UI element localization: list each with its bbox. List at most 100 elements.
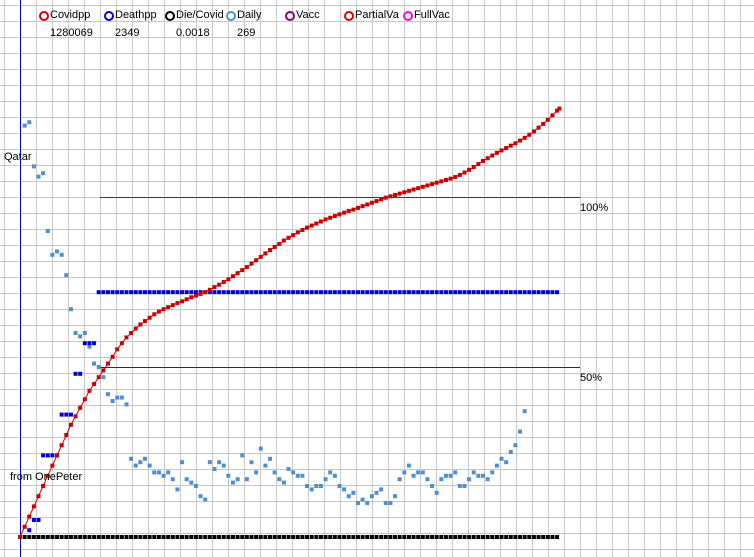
daily-point-82: [402, 470, 407, 475]
covid-point-57: [281, 238, 286, 243]
covid-point-0: [18, 535, 22, 539]
deaths-point-63: [318, 290, 323, 295]
covid-point-26: [138, 322, 143, 327]
die-covid-point-68: [332, 535, 337, 539]
die-covid-point-53: [263, 535, 268, 539]
covid-point-109: [522, 135, 527, 140]
daily-point-30: [161, 473, 166, 478]
die-covid-point-32: [166, 535, 171, 539]
covid-point-11: [68, 422, 73, 427]
daily-point-70: [346, 494, 351, 499]
daily-point-83: [406, 463, 411, 468]
die-covid-point-86: [416, 535, 421, 539]
covid-point-51: [254, 258, 259, 263]
covid-point-7: [50, 463, 55, 468]
covid-point-112: [536, 125, 541, 130]
covid-point-97: [467, 167, 472, 172]
covid-point-38: [193, 293, 198, 298]
covid-point-42: [212, 285, 217, 290]
covid-point-75: [365, 202, 370, 207]
deaths-point-18: [110, 290, 115, 295]
die-covid-point-41: [207, 535, 212, 539]
daily-point-2: [31, 164, 36, 169]
die-covid-point-2: [27, 535, 32, 539]
covid-point-96: [462, 170, 467, 175]
die-covid-point-13: [78, 535, 83, 539]
covid-point-17: [96, 375, 101, 380]
deaths-point-29: [161, 290, 166, 295]
die-covid-point-98: [471, 535, 476, 539]
daily-point-56: [281, 480, 286, 485]
deaths-point-5: [50, 453, 55, 458]
deaths-point-41: [217, 290, 222, 295]
covid-point-61: [300, 227, 305, 232]
covid-point-9: [59, 443, 64, 448]
deaths-point-93: [457, 290, 462, 295]
die-covid-point-25: [133, 535, 138, 539]
die-covid-point-10: [64, 535, 69, 539]
covid-point-34: [175, 301, 180, 306]
deaths-point-28: [156, 290, 161, 295]
daily-point-84: [411, 473, 416, 478]
daily-point-11: [73, 331, 78, 335]
daily-point-61: [305, 484, 310, 488]
deaths-point-0: [27, 528, 32, 533]
daily-point-9: [64, 273, 69, 278]
covid-point-36: [184, 297, 189, 302]
deaths-point-72: [360, 290, 365, 295]
deaths-point-88: [434, 290, 439, 295]
die-covid-point-69: [337, 535, 342, 539]
die-covid-point-35: [180, 535, 185, 539]
covid-point-86: [416, 186, 421, 191]
die-covid-point-78: [379, 535, 384, 539]
die-covid-point-59: [291, 535, 296, 539]
die-covid-point-90: [434, 535, 439, 539]
die-covid-point-37: [189, 535, 194, 539]
deaths-point-57: [291, 290, 296, 295]
deaths-point-78: [388, 290, 393, 295]
deaths-point-39: [207, 290, 212, 295]
covid-point-21: [115, 347, 120, 352]
covid-point-102: [490, 153, 495, 158]
deaths-point-46: [240, 290, 245, 295]
covid-point-39: [198, 291, 203, 296]
die-covid-point-30: [156, 535, 161, 539]
daily-point-7: [55, 249, 60, 254]
covid-point-71: [346, 208, 351, 213]
covid-line: [19, 108, 560, 538]
die-covid-point-47: [235, 535, 240, 539]
deaths-point-107: [522, 290, 527, 295]
covid-point-10: [64, 433, 69, 437]
daily-point-37: [193, 484, 198, 488]
deaths-point-98: [481, 290, 485, 295]
daily-point-108: [522, 409, 527, 414]
country-label: Qatar: [4, 151, 32, 163]
die-covid-point-34: [175, 535, 180, 539]
daily-point-59: [295, 473, 300, 478]
die-covid-point-109: [522, 535, 527, 539]
covid-point-29: [152, 312, 157, 317]
legend-marker-5: [344, 11, 354, 21]
daily-point-77: [379, 487, 384, 492]
daily-point-80: [393, 494, 398, 499]
die-covid-point-38: [193, 535, 198, 539]
deaths-point-99: [485, 290, 490, 295]
die-covid-point-21: [115, 535, 120, 539]
deaths-point-56: [286, 290, 291, 295]
deaths-point-96: [471, 290, 476, 295]
die-covid-point-93: [448, 535, 453, 539]
covid-point-32: [166, 305, 171, 310]
deaths-point-74: [369, 290, 374, 295]
covid-point-33: [170, 303, 175, 308]
daily-point-14: [87, 344, 92, 349]
daily-point-39: [203, 497, 208, 502]
legend-marker-2: [165, 11, 175, 21]
covid-point-16: [92, 382, 97, 386]
covid-point-100: [481, 158, 485, 163]
daily-point-72: [355, 501, 360, 505]
covid-point-95: [457, 172, 462, 177]
covid-point-87: [420, 184, 425, 189]
daily-point-100: [485, 477, 490, 482]
daily-point-62: [309, 487, 314, 492]
covid-point-23: [124, 335, 129, 340]
